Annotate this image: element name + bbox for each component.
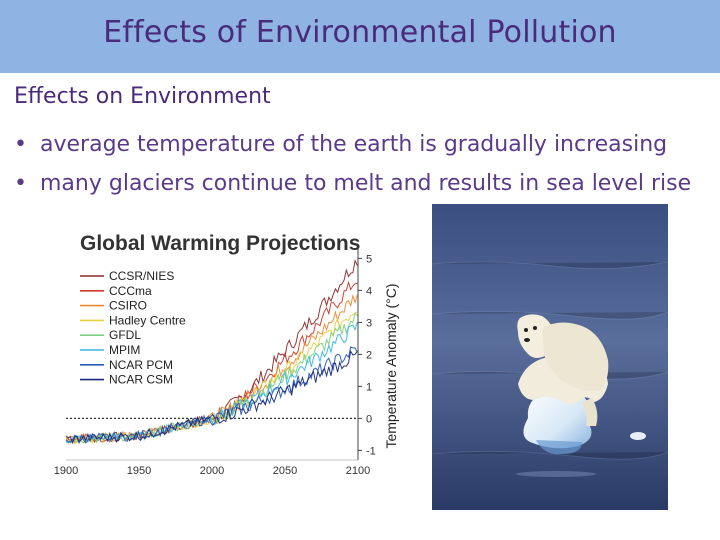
legend-label: NCAR CSM: [109, 373, 173, 387]
legend-label: GFDL: [109, 328, 141, 342]
bullet-marker: •: [14, 171, 27, 196]
y-axis-label: Temperature Anomaly (°C): [383, 283, 399, 448]
legend-label: CCSR/NIES: [109, 269, 174, 283]
section-heading: Effects on Environment: [14, 84, 271, 109]
bullet-item: • average temperature of the earth is gra…: [14, 130, 691, 169]
title-bar: Effects of Environmental Pollution: [0, 0, 720, 73]
x-tick-label: 2000: [200, 465, 224, 477]
series-line-6: [65, 346, 358, 444]
global-warming-chart: -1 0 1 2 3 4 5 Temperature Anomaly (°C) 1900 1950…: [50, 222, 422, 484]
y-tick-label: -1: [366, 445, 376, 457]
polar-bear-photo: [432, 204, 668, 510]
legend-label: NCAR PCM: [109, 358, 173, 372]
y-tick-label: 2: [366, 349, 372, 361]
x-tick-label: 2050: [273, 465, 297, 477]
series-line-2: [65, 293, 358, 444]
y-tick-label: 1: [366, 381, 372, 393]
bullet-text: many glaciers continue to melt and resul…: [40, 171, 692, 196]
legend-label: MPIM: [109, 343, 140, 357]
x-tick-label: 2100: [346, 465, 370, 477]
x-tick-label: 1950: [127, 465, 151, 477]
bullet-marker: •: [14, 132, 27, 157]
x-tick-label: 1900: [54, 465, 78, 477]
chart-canvas: -1 0 1 2 3 4 5 Temperature Anomaly (°C) 1900 1950…: [54, 248, 399, 477]
bullet-item: • many glaciers continue to melt and resu…: [14, 169, 691, 208]
chart-title: Global Warming Projections: [80, 232, 361, 255]
slide-title: Effects of Environmental Pollution: [103, 15, 617, 50]
legend-label: CCCma: [109, 284, 152, 298]
series-line-7: [65, 350, 358, 445]
bullet-list: • average temperature of the earth is gra…: [14, 130, 691, 208]
legend-label: CSIRO: [109, 299, 147, 313]
bullet-text: average temperature of the earth is grad…: [40, 132, 668, 157]
y-tick-label: 3: [366, 317, 372, 329]
legend-label: Hadley Centre: [109, 313, 186, 327]
y-tick-label: 0: [366, 413, 372, 425]
y-tick-label: 4: [366, 285, 372, 297]
polar-bear-image: [432, 204, 668, 510]
y-tick-label: 5: [366, 253, 372, 265]
